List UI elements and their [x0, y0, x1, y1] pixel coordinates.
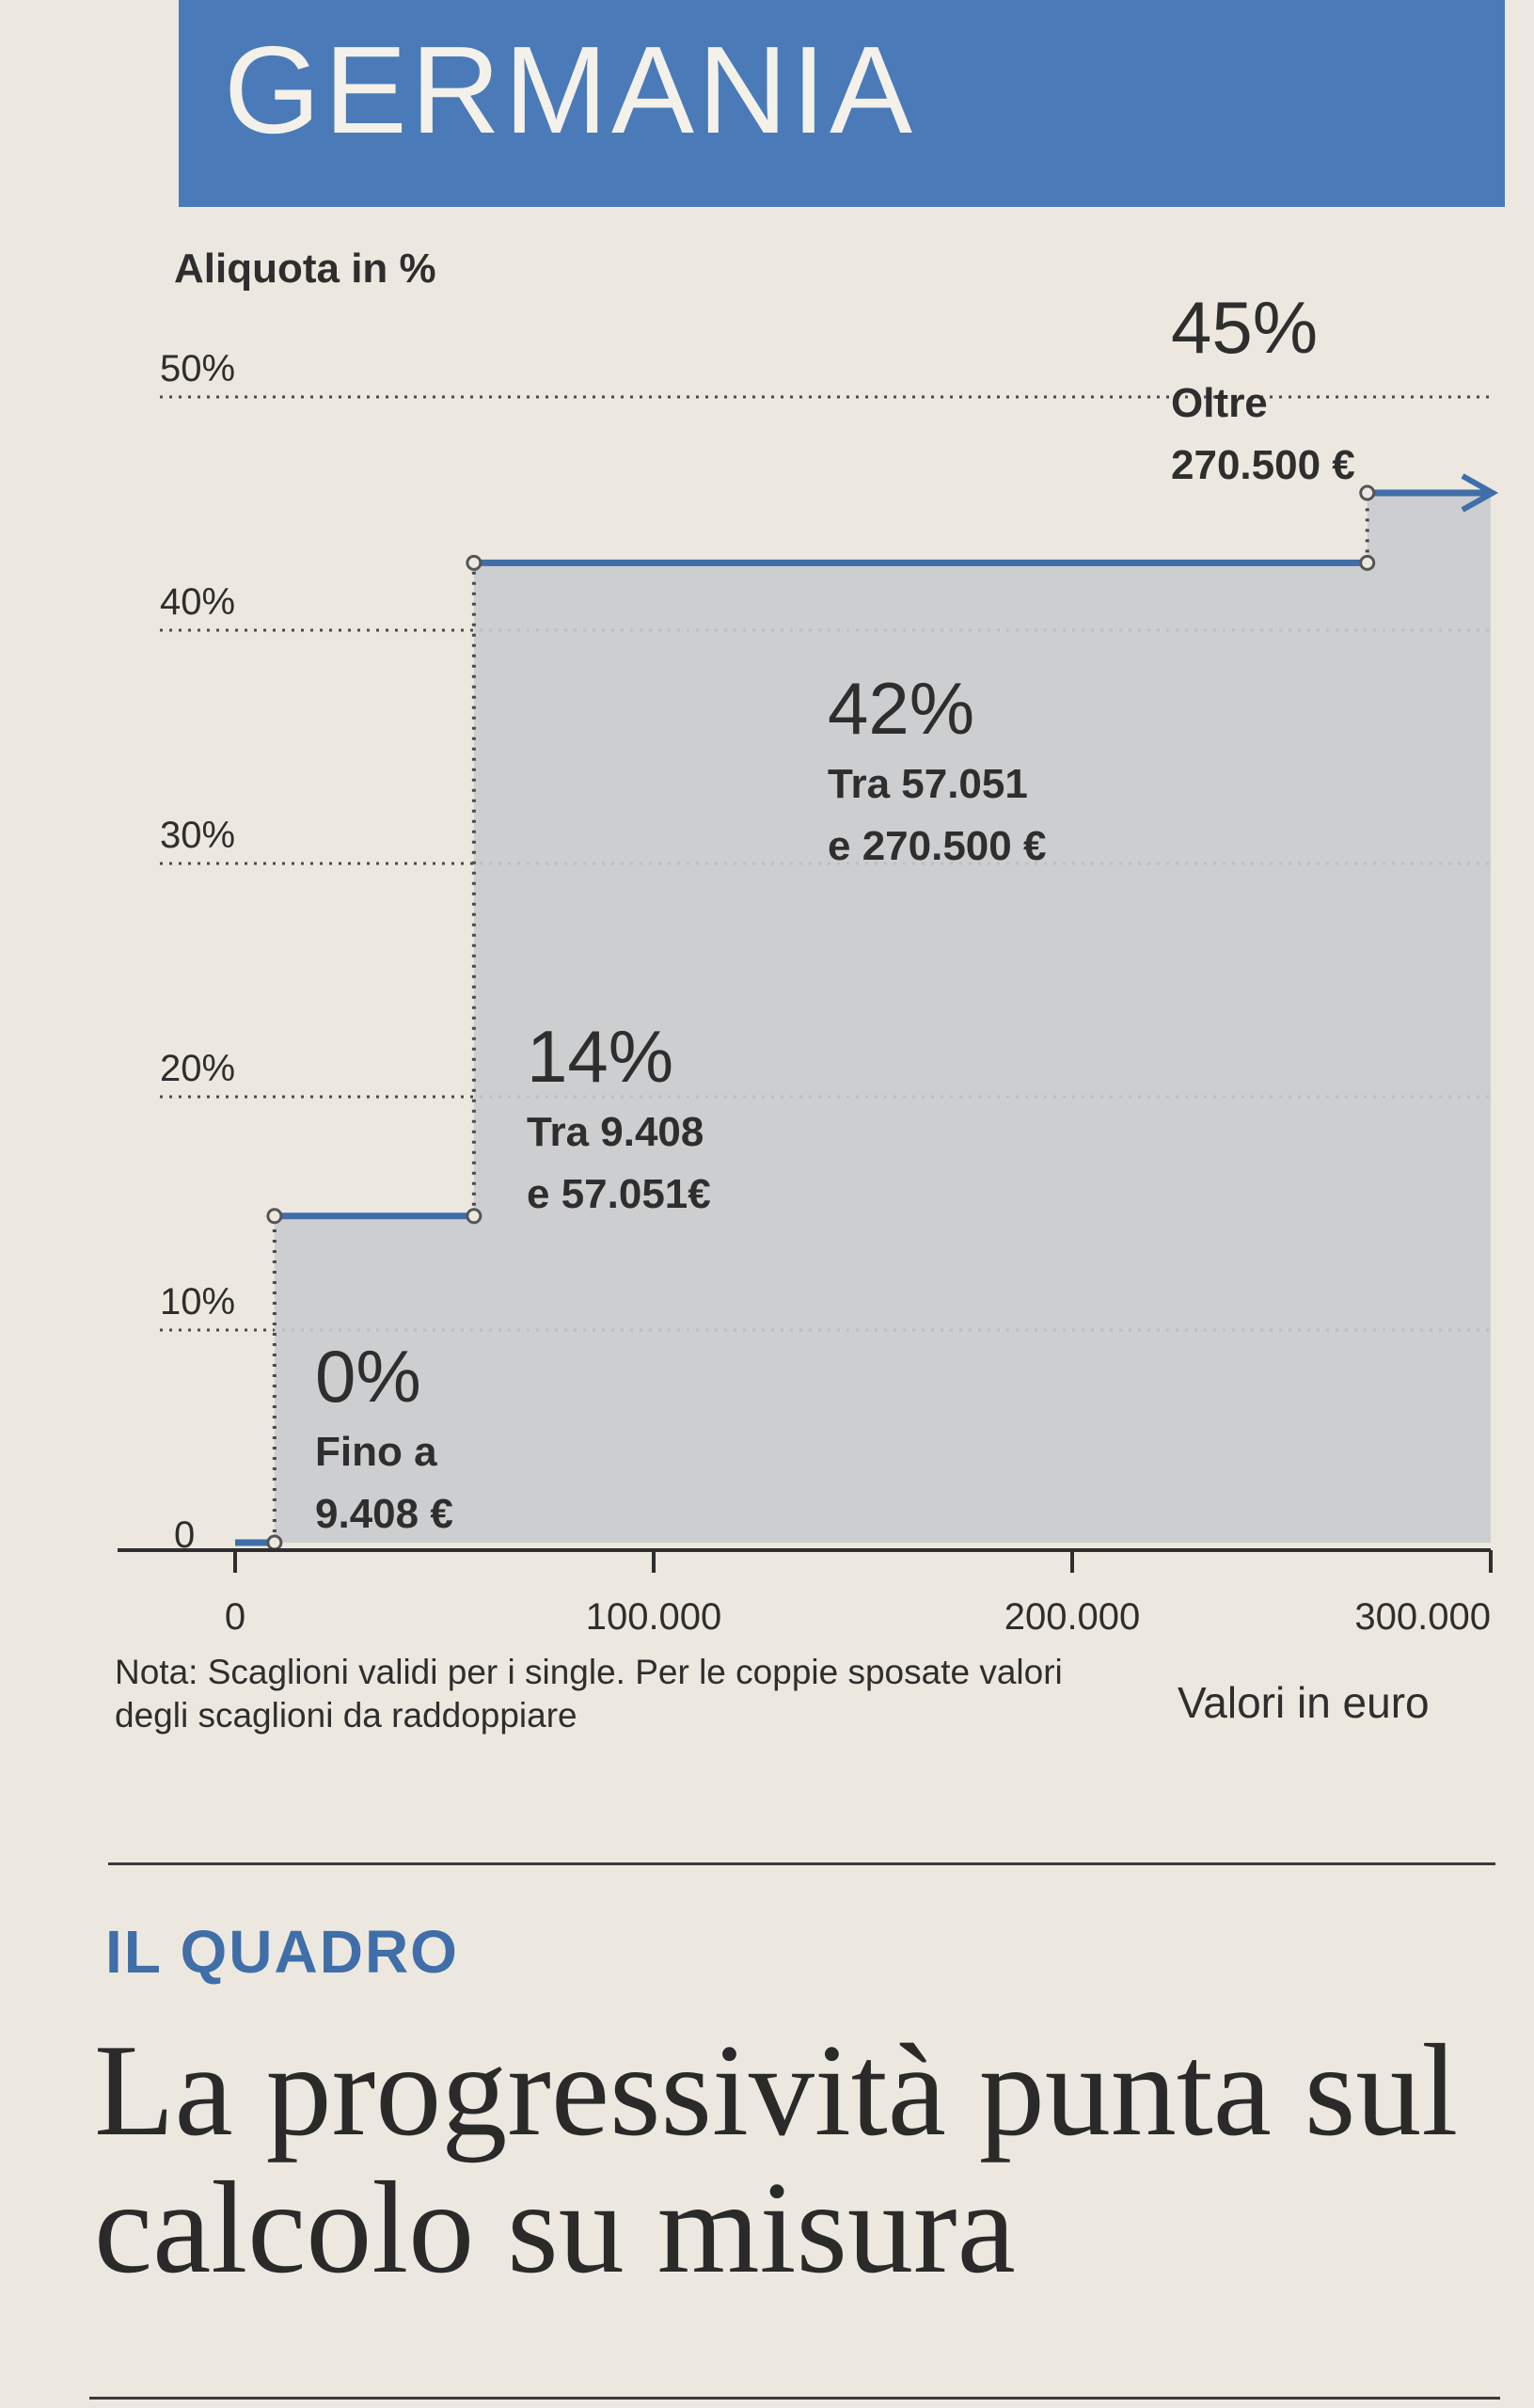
area-fill [235, 493, 1491, 1543]
x-tick-label: 100.000 [586, 1596, 722, 1638]
tax-bracket-chart: Aliquota in % 0 10% 20% 30% 40% 50% 0 100.000 200… [118, 246, 1499, 1638]
bracket-range-line1: Tra 57.051 [828, 761, 1028, 807]
breakpoint-marker [266, 1534, 283, 1551]
x-tick-label: 300.000 [1354, 1596, 1491, 1638]
y-tick-label: 0 [174, 1514, 195, 1556]
arrow-head [1461, 473, 1499, 513]
bracket-range-line1: Fino a [315, 1429, 437, 1475]
y-axis-label: Aliquota in % [174, 246, 436, 292]
bracket-range-line2: e 270.500 € [828, 823, 1046, 869]
y-tick-label: 40% [160, 581, 235, 623]
x-tick-label: 200.000 [1004, 1596, 1141, 1638]
breakpoint-marker [466, 1208, 482, 1225]
bracket-rate: 42% [828, 667, 974, 750]
bracket-rate: 45% [1171, 286, 1318, 369]
section-divider [108, 1862, 1495, 1865]
bracket-rate: 14% [527, 1015, 673, 1098]
y-tick-label: 50% [160, 348, 235, 389]
bracket-range-line2: e 57.051€ [527, 1171, 711, 1217]
chart-title: GERMANIA [224, 21, 917, 159]
breakpoint-marker [266, 1208, 283, 1225]
section-kicker: IL QUADRO [105, 1918, 459, 1986]
bracket-range-line2: 270.500 € [1171, 442, 1355, 488]
x-axis-label: Valori in euro [1178, 1678, 1430, 1727]
bracket-range-line2: 9.408 € [315, 1491, 453, 1537]
title-banner: GERMANIA [179, 0, 1505, 207]
breakpoint-marker [1359, 484, 1376, 501]
breakpoint-marker [466, 554, 482, 571]
bracket-rate: 0% [315, 1335, 421, 1418]
y-tick-label: 30% [160, 815, 235, 856]
bottom-divider [89, 2397, 1500, 2400]
chart-note: Nota: Scaglioni validi per i single. Per… [115, 1653, 1063, 1735]
x-tick-label: 0 [225, 1596, 245, 1638]
y-tick-label: 10% [160, 1281, 235, 1323]
bracket-range-line1: Tra 9.408 [527, 1109, 704, 1155]
y-tick-label: 20% [160, 1048, 235, 1089]
headline: La progressività punta sul calcolo su mi… [94, 2018, 1459, 2301]
bracket-range-line1: Oltre [1171, 380, 1268, 426]
breakpoint-marker [1359, 554, 1376, 571]
